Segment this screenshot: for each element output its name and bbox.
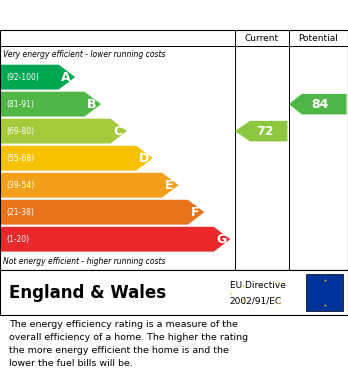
Text: (92-100): (92-100) — [6, 73, 39, 82]
Text: Energy Efficiency Rating: Energy Efficiency Rating — [9, 7, 219, 23]
Text: (69-80): (69-80) — [6, 127, 34, 136]
Text: 84: 84 — [311, 98, 329, 111]
Text: (55-68): (55-68) — [6, 154, 34, 163]
Polygon shape — [1, 146, 153, 170]
Polygon shape — [1, 119, 127, 143]
Text: Current: Current — [245, 34, 279, 43]
Text: 72: 72 — [256, 125, 274, 138]
Text: Not energy efficient - higher running costs: Not energy efficient - higher running co… — [3, 257, 166, 266]
Text: (39-54): (39-54) — [6, 181, 34, 190]
Text: Potential: Potential — [299, 34, 338, 43]
Text: E: E — [165, 179, 174, 192]
Text: G: G — [216, 233, 226, 246]
Polygon shape — [1, 227, 230, 252]
Text: B: B — [87, 98, 97, 111]
Text: (21-38): (21-38) — [6, 208, 34, 217]
Polygon shape — [1, 173, 179, 197]
FancyBboxPatch shape — [306, 274, 343, 311]
Polygon shape — [289, 94, 347, 115]
Text: (1-20): (1-20) — [6, 235, 29, 244]
Polygon shape — [1, 92, 101, 117]
Text: F: F — [191, 206, 199, 219]
Text: EU Directive: EU Directive — [230, 281, 286, 290]
Text: D: D — [139, 152, 149, 165]
Text: A: A — [61, 71, 71, 84]
Text: England & Wales: England & Wales — [9, 283, 166, 301]
Text: 2002/91/EC: 2002/91/EC — [230, 296, 282, 305]
Text: (81-91): (81-91) — [6, 100, 34, 109]
Text: The energy efficiency rating is a measure of the
overall efficiency of a home. T: The energy efficiency rating is a measur… — [9, 320, 248, 368]
Text: Very energy efficient - lower running costs: Very energy efficient - lower running co… — [3, 50, 166, 59]
Text: C: C — [113, 125, 122, 138]
Polygon shape — [1, 200, 204, 224]
Polygon shape — [235, 121, 287, 142]
Polygon shape — [1, 65, 75, 90]
